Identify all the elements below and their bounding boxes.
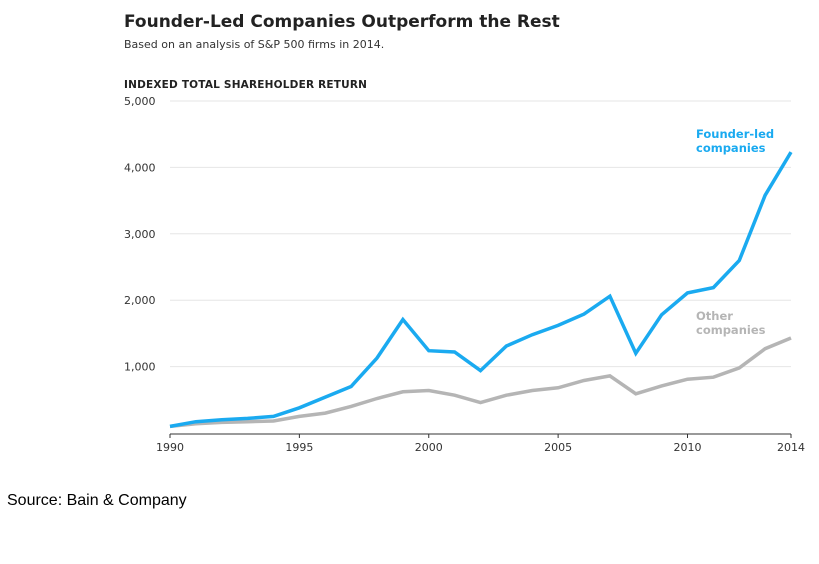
series-label-line: Other bbox=[696, 309, 733, 323]
x-tick-labels: 1990 1995 2000 2005 2010 2014 bbox=[156, 441, 805, 454]
x-tick-2000: 2000 bbox=[415, 441, 443, 454]
series-label-line: companies bbox=[696, 141, 766, 155]
series-lines bbox=[169, 151, 793, 429]
chart-subtitle: Based on an analysis of S&P 500 firms in… bbox=[124, 38, 385, 51]
y-tick-2000: 2,000 bbox=[124, 294, 156, 307]
y-tick-3000: 3,000 bbox=[124, 228, 156, 241]
source-note: Source: Bain & Company bbox=[7, 492, 187, 509]
series-label-line: Founder-led bbox=[696, 127, 774, 141]
chart-title: Founder-Led Companies Outperform the Res… bbox=[124, 12, 560, 32]
y-axis-label: INDEXED TOTAL SHAREHOLDER RETURN bbox=[124, 79, 368, 91]
series-label-line: companies bbox=[696, 323, 766, 337]
x-tick-1990: 1990 bbox=[156, 441, 184, 454]
y-tick-4000: 4,000 bbox=[124, 161, 156, 174]
gridlines bbox=[169, 100, 792, 438]
y-tick-labels: 1,000 2,000 3,000 4,000 5,000 bbox=[124, 95, 156, 374]
line-chart: 1,000 2,000 3,000 4,000 5,000 1990 1995 2000 20… bbox=[124, 95, 805, 454]
x-tick-2010: 2010 bbox=[674, 441, 702, 454]
y-tick-5000: 5,000 bbox=[124, 95, 156, 108]
series-label-other-companies: Other companies bbox=[696, 309, 766, 337]
x-tick-2005: 2005 bbox=[544, 441, 572, 454]
x-tick-2014: 2014 bbox=[777, 441, 805, 454]
series-line-founder-led-companies bbox=[169, 151, 793, 429]
y-tick-1000: 1,000 bbox=[124, 361, 156, 374]
x-tick-1995: 1995 bbox=[285, 441, 313, 454]
series-label-founder-led-companies: Founder-led companies bbox=[696, 127, 774, 155]
series-line-other-companies bbox=[169, 336, 792, 429]
